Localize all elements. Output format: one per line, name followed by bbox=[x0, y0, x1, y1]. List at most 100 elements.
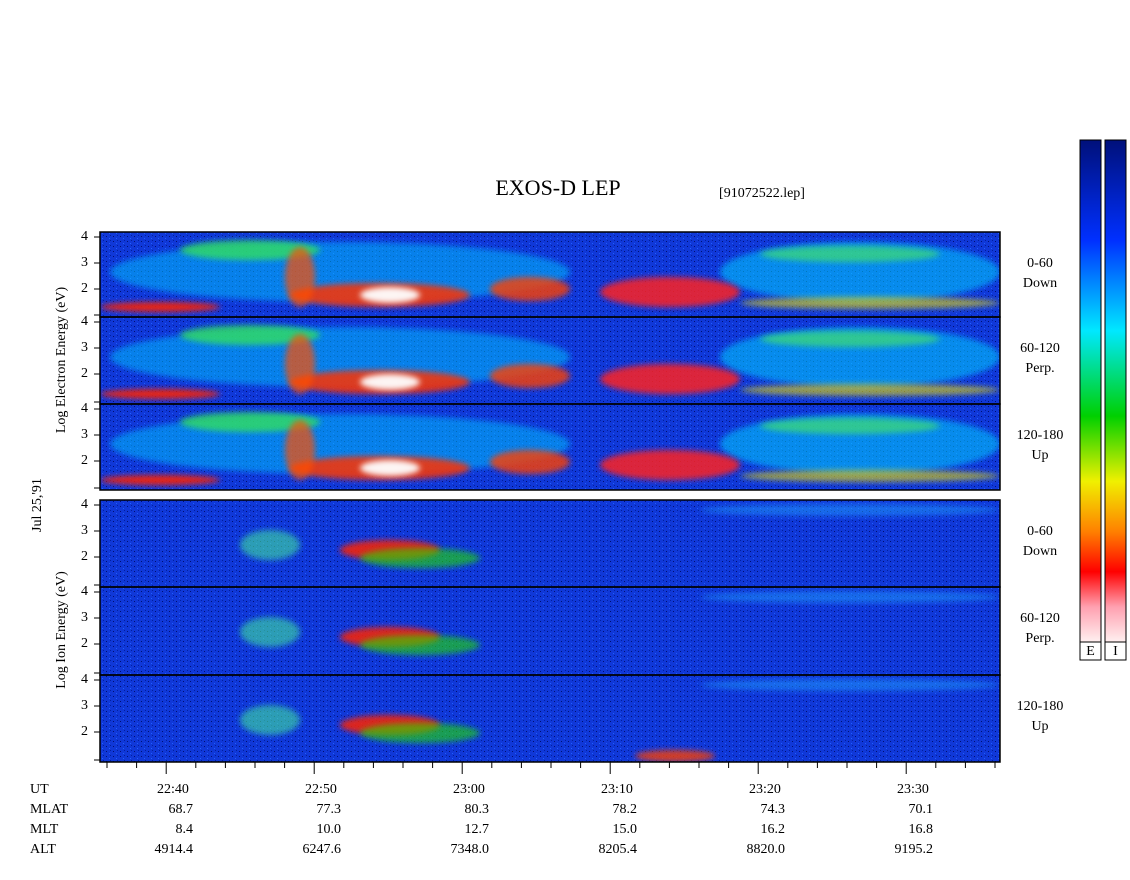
spectrum-feature bbox=[740, 384, 1000, 396]
spectrum-feature bbox=[490, 364, 570, 388]
direction-label: Up bbox=[1031, 448, 1048, 463]
time-label: 22:50 bbox=[305, 782, 337, 797]
ephemeris-value: 10.0 bbox=[317, 822, 342, 837]
time-label: 23:10 bbox=[601, 782, 633, 797]
pitch-angle-label: 0-60 bbox=[1027, 256, 1053, 271]
ephemeris-value: 8205.4 bbox=[599, 842, 638, 857]
ephemeris-value: 16.8 bbox=[909, 822, 934, 837]
color-bar-label: I bbox=[1113, 644, 1118, 659]
ephemeris-value: 12.7 bbox=[465, 822, 490, 837]
spectrum-feature bbox=[180, 240, 320, 260]
spectrum-feature bbox=[285, 334, 315, 394]
ephemeris-value: 70.1 bbox=[909, 802, 934, 817]
date-label: Jul 25,'91 bbox=[30, 478, 45, 532]
spectrum-feature bbox=[360, 460, 420, 476]
spectrogram-panel bbox=[100, 500, 1000, 587]
pitch-angle-label: 0-60 bbox=[1027, 524, 1053, 539]
y-tick-label: 2 bbox=[81, 636, 88, 651]
direction-label: Up bbox=[1031, 719, 1048, 734]
y-tick-label: 4 bbox=[81, 229, 88, 244]
y-axis-label: Log Ion Energy (eV) bbox=[54, 571, 69, 689]
spectrum-feature bbox=[635, 750, 715, 762]
spectrum-feature bbox=[740, 297, 1000, 309]
spectrum-feature bbox=[100, 302, 220, 312]
y-axis-label: Log Electron Energy (eV) bbox=[54, 287, 69, 434]
spectrum-feature bbox=[100, 475, 220, 485]
spectrum-feature bbox=[700, 504, 1000, 516]
spectrum-feature bbox=[285, 420, 315, 480]
ephemeris-value: 16.2 bbox=[761, 822, 786, 837]
pitch-angle-label: 60-120 bbox=[1020, 341, 1060, 356]
panel-frame bbox=[99, 674, 1001, 763]
ephemeris-value: 80.3 bbox=[465, 802, 490, 817]
panel-frame bbox=[99, 403, 1001, 491]
color-bar-label: E bbox=[1086, 644, 1095, 659]
y-tick-label: 4 bbox=[81, 497, 88, 512]
spectrum-feature bbox=[740, 470, 1000, 482]
spectrogram-panel bbox=[100, 587, 1000, 675]
spectrum-feature bbox=[285, 247, 315, 307]
ephemeris-value: 9195.2 bbox=[895, 842, 934, 857]
y-tick-label: 3 bbox=[81, 427, 88, 442]
direction-label: Perp. bbox=[1025, 631, 1054, 646]
file-name: [91072522.lep] bbox=[719, 186, 805, 201]
spectrogram-panel bbox=[100, 317, 1000, 404]
ephemeris-value: 68.7 bbox=[169, 802, 194, 817]
time-label: 23:00 bbox=[453, 782, 485, 797]
y-tick-label: 3 bbox=[81, 340, 88, 355]
y-tick-label: 3 bbox=[81, 523, 88, 538]
spectrum-feature bbox=[360, 635, 480, 655]
spectrum-feature bbox=[760, 418, 940, 434]
row-label: MLT bbox=[30, 822, 59, 837]
y-tick-label: 4 bbox=[81, 672, 88, 687]
ephemeris-value: 15.0 bbox=[613, 822, 638, 837]
y-tick-label: 2 bbox=[81, 281, 88, 296]
spectrum-feature bbox=[360, 287, 420, 303]
y-tick-label: 4 bbox=[81, 314, 88, 329]
color-bar-box bbox=[1104, 641, 1127, 661]
title: EXOS-D LEP bbox=[495, 175, 620, 200]
spectrum-feature bbox=[240, 530, 300, 560]
spectrograms bbox=[100, 232, 1000, 762]
y-tick-label: 3 bbox=[81, 698, 88, 713]
spectrum-feature bbox=[600, 364, 740, 394]
direction-label: Down bbox=[1023, 544, 1057, 559]
spectrum-feature bbox=[360, 548, 480, 568]
ephemeris-value: 4914.4 bbox=[155, 842, 194, 857]
ephemeris-value: 8.4 bbox=[176, 822, 194, 837]
ephemeris-value: 7348.0 bbox=[451, 842, 490, 857]
row-label: UT bbox=[30, 782, 49, 797]
y-tick-label: 2 bbox=[81, 724, 88, 739]
color-bar bbox=[1079, 139, 1102, 643]
pitch-angle-label: 60-120 bbox=[1020, 611, 1060, 626]
spectrum-feature bbox=[490, 277, 570, 301]
axes: 2 3 4 0-60 Down 2 3 4 60-120 Perp. 2 3 4 120-180 Up 2 3 4… bbox=[30, 229, 1063, 857]
spectrum-feature bbox=[700, 679, 1000, 691]
ephemeris-value: 78.2 bbox=[613, 802, 638, 817]
spectrum-feature bbox=[240, 705, 300, 735]
spectrum-feature bbox=[180, 412, 320, 432]
spectrogram-panel bbox=[100, 404, 1000, 490]
spectrogram-panel bbox=[100, 675, 1000, 762]
pitch-angle-label: 120-180 bbox=[1017, 699, 1064, 714]
spectrum-feature bbox=[100, 389, 220, 399]
spectrum-feature bbox=[360, 374, 420, 390]
time-label: 23:30 bbox=[897, 782, 929, 797]
ephemeris-value: 6247.6 bbox=[303, 842, 342, 857]
color-bar-box bbox=[1079, 641, 1102, 661]
color-bar bbox=[1104, 139, 1127, 643]
ephemeris-value: 74.3 bbox=[761, 802, 786, 817]
ephemeris-value: 8820.0 bbox=[747, 842, 786, 857]
spectrum-feature bbox=[490, 450, 570, 474]
y-tick-label: 2 bbox=[81, 366, 88, 381]
row-label: ALT bbox=[30, 842, 56, 857]
y-tick-label: 4 bbox=[81, 584, 88, 599]
y-tick-label: 3 bbox=[81, 610, 88, 625]
spectrum-feature bbox=[600, 450, 740, 480]
spectrum-feature bbox=[180, 325, 320, 345]
spectrum-feature bbox=[760, 331, 940, 347]
spectrum-feature bbox=[760, 246, 940, 262]
time-label: 23:20 bbox=[749, 782, 781, 797]
